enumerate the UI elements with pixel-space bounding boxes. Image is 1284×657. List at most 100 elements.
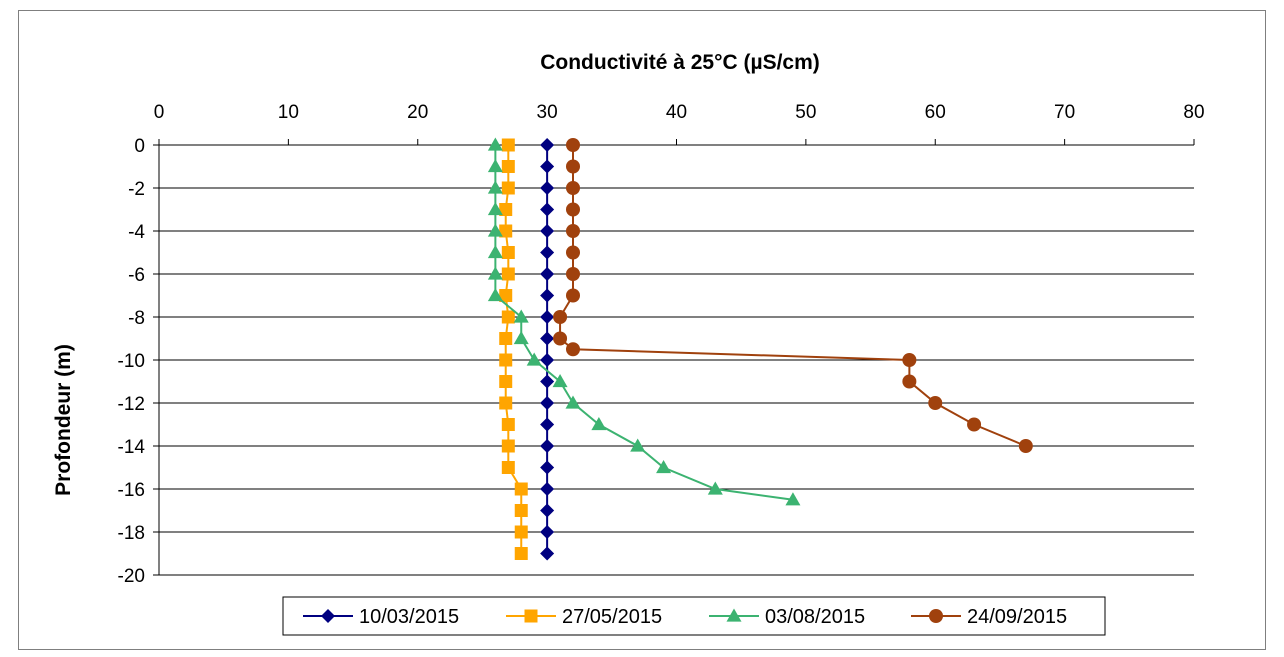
y-tick-label: -8 — [128, 308, 145, 329]
data-point — [487, 202, 503, 216]
data-point — [501, 439, 515, 453]
data-point — [501, 461, 515, 474]
data-point — [566, 245, 580, 260]
data-point — [501, 138, 515, 152]
data-point — [566, 138, 580, 152]
x-tick-label: 0 — [154, 102, 165, 123]
data-point — [553, 310, 568, 324]
x-tick-label: 40 — [666, 102, 687, 123]
data-point — [526, 352, 542, 366]
data-point — [540, 460, 555, 475]
y-tick-labels: 0 -2 -4 -6 -8 -10 -12 -14 -16 -18 -20 — [118, 136, 146, 587]
data-point — [540, 288, 555, 303]
data-point — [501, 246, 515, 259]
data-point — [501, 418, 515, 431]
data-point — [540, 503, 555, 518]
y-tick-label: -2 — [128, 179, 145, 200]
data-point — [553, 331, 568, 346]
axes — [153, 139, 1195, 576]
data-point — [565, 395, 581, 409]
data-point — [499, 289, 513, 302]
data-point — [902, 374, 917, 389]
legend-item: 27/05/2015 — [506, 606, 662, 628]
x-tick-labels: 0 10 20 30 40 50 60 70 80 — [154, 102, 1205, 123]
y-axis-label: Profondeur (m) — [52, 344, 75, 496]
data-point — [513, 309, 529, 323]
y-tick-label: -4 — [128, 222, 145, 243]
legend-item: 24/09/2015 — [911, 606, 1067, 628]
data-point — [487, 159, 503, 173]
data-point — [540, 439, 555, 453]
x-tick-label: 30 — [537, 102, 558, 123]
y-tick-label: -16 — [118, 480, 145, 501]
legend-box — [282, 596, 1106, 636]
x-tick-label: 80 — [1183, 102, 1204, 123]
legend-label: 03/08/2015 — [765, 606, 865, 628]
data-point — [540, 546, 555, 561]
data-point — [487, 245, 503, 259]
x-tick-label: 50 — [795, 102, 816, 123]
data-point — [501, 181, 515, 195]
data-point — [514, 547, 528, 560]
data-point — [566, 288, 580, 303]
data-point — [540, 310, 555, 324]
data-point — [540, 417, 555, 432]
grid-lines — [159, 144, 1194, 576]
data-point — [540, 525, 555, 539]
data-point — [540, 396, 555, 410]
data-point — [540, 159, 555, 174]
data-point — [707, 481, 723, 495]
data-point — [487, 180, 503, 194]
data-point — [501, 267, 515, 281]
y-tick-label: -20 — [118, 566, 145, 587]
legend-label: 27/05/2015 — [562, 606, 662, 628]
data-point — [540, 374, 555, 389]
data-point — [487, 266, 503, 280]
x-tick-label: 20 — [407, 102, 428, 123]
y-tick-label: -6 — [128, 265, 145, 286]
legend-item: 03/08/2015 — [709, 606, 865, 628]
data-point — [499, 375, 513, 388]
data-point — [1018, 439, 1033, 453]
data-point — [487, 137, 503, 151]
data-point — [540, 202, 555, 217]
y-tick-label: -10 — [118, 351, 145, 372]
data-point — [967, 417, 982, 432]
series-line — [494, 145, 794, 501]
x-tick-label: 70 — [1054, 102, 1075, 123]
data-point — [566, 181, 580, 195]
y-tick-label: -18 — [118, 523, 145, 544]
data-point — [902, 353, 917, 367]
data-point — [540, 138, 555, 152]
data-point — [540, 224, 555, 238]
data-point — [566, 202, 580, 217]
data-point — [499, 224, 513, 238]
data-point — [513, 331, 529, 345]
data-point — [566, 224, 580, 238]
data-point — [540, 482, 555, 496]
legend: 10/03/2015 27/05/2015 03/08/2015 24/09/2015 — [282, 596, 1106, 636]
series-diamond — [540, 138, 555, 561]
data-point — [499, 203, 513, 216]
legend-label: 10/03/2015 — [359, 606, 459, 628]
legend-marker — [929, 609, 943, 623]
chart-title: Conductivité à 25°C (µS/cm) — [540, 51, 820, 74]
legend-marker — [321, 609, 335, 623]
data-point — [514, 482, 528, 496]
data-point — [487, 288, 503, 302]
data-point — [928, 396, 943, 410]
data-point — [540, 245, 555, 260]
data-point — [566, 159, 580, 174]
data-point — [499, 332, 513, 345]
data-point — [566, 267, 580, 281]
data-point — [540, 353, 555, 367]
data-point — [499, 353, 513, 367]
data-point — [487, 223, 503, 237]
legend-label: 24/09/2015 — [967, 606, 1067, 628]
data-point — [514, 504, 528, 517]
x-tick-label: 60 — [925, 102, 946, 123]
data-point — [566, 342, 580, 357]
legend-marker — [726, 608, 742, 622]
data-point — [591, 417, 607, 431]
